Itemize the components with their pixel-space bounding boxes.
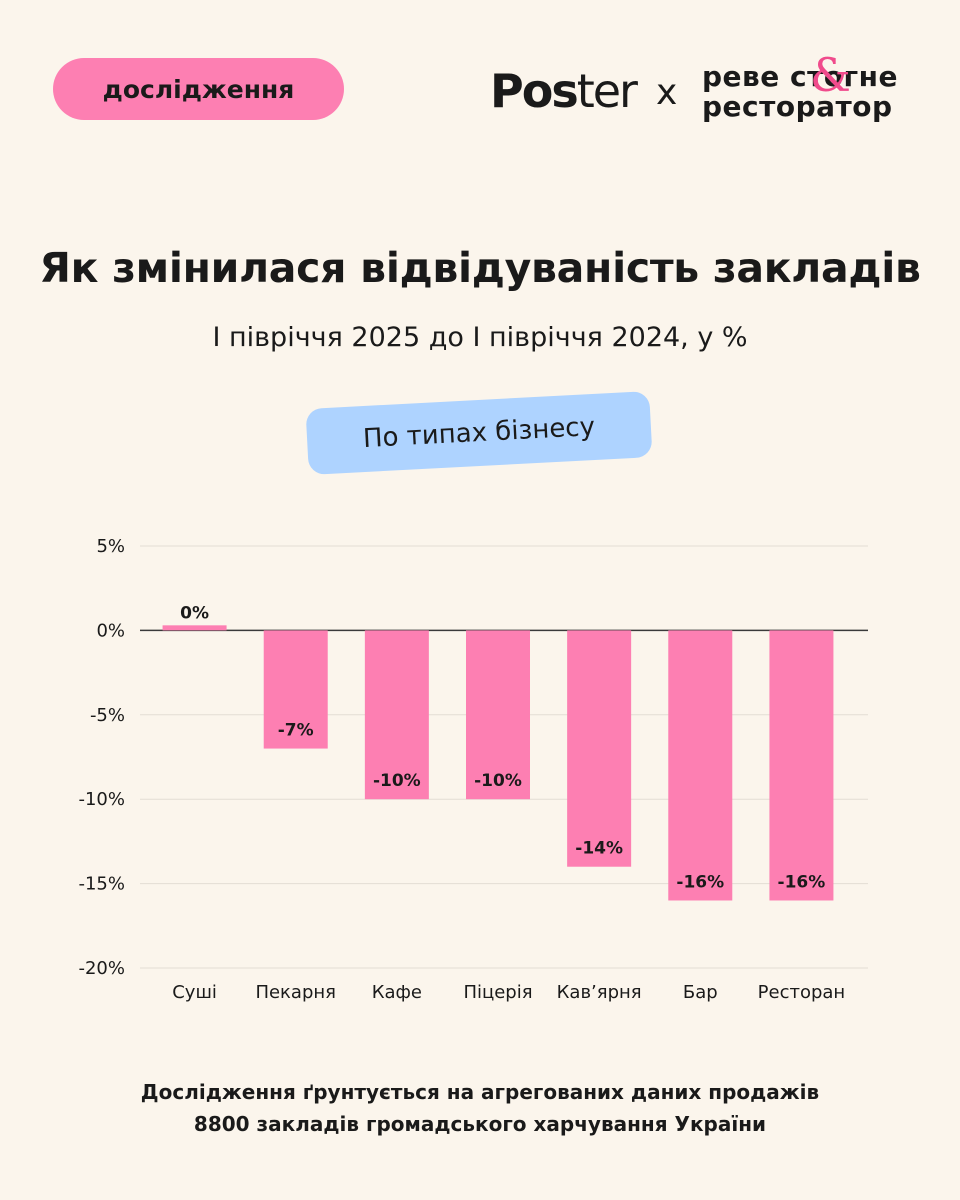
x-tick-label: Піцерія: [463, 982, 532, 1003]
y-tick-label: 0%: [96, 620, 125, 641]
data-label: -16%: [676, 872, 724, 892]
data-label: -16%: [778, 872, 826, 892]
y-tick-label: 5%: [96, 536, 125, 557]
footer-line-1: Дослідження ґрунтується на агрегованих д…: [140, 1080, 820, 1104]
bar: [466, 630, 530, 800]
bar: [162, 625, 227, 631]
data-label: -10%: [373, 771, 421, 791]
poster-logo-bold: Pos: [490, 64, 579, 118]
y-tick-label: -15%: [78, 874, 125, 895]
data-label: 0%: [180, 603, 209, 623]
research-tag-label: дослідження: [102, 74, 295, 104]
page-subtitle: І півріччя 2025 до І півріччя 2024, у %: [212, 322, 748, 353]
poster-logo: Poster: [490, 64, 638, 118]
partner-logo-ampersand: &: [810, 48, 851, 102]
x-tick-label: Кав’ярня: [557, 982, 642, 1003]
footer-line-2: 8800 закладів громадського харчування Ук…: [193, 1112, 767, 1136]
x-tick-label: Ресторан: [758, 982, 846, 1003]
data-label: -7%: [278, 721, 314, 741]
bar: [364, 630, 429, 800]
partner-logos: Poster x реве стогне ресторатор &: [490, 48, 920, 132]
x-tick-label: Бар: [683, 982, 718, 1003]
partner-logo: реве стогне ресторатор: [702, 62, 898, 122]
footer-note: Дослідження ґрунтується на агрегованих д…: [0, 1076, 960, 1140]
partner-logo-line1: реве стогне: [702, 60, 899, 93]
y-tick-label: -5%: [90, 705, 125, 726]
data-label: -14%: [575, 839, 623, 859]
data-label: -10%: [474, 771, 522, 791]
partner-logo-line2: ресторатор: [702, 90, 893, 123]
logo-separator: x: [656, 72, 678, 113]
bar: [769, 630, 834, 901]
page-title: Як змінилася відвідуваність закладів: [39, 244, 921, 292]
y-tick-label: -20%: [78, 958, 125, 979]
research-tag: дослідження: [53, 58, 344, 120]
y-tick-label: -10%: [78, 789, 125, 810]
bar: [263, 630, 328, 749]
x-tick-label: Кафе: [372, 982, 422, 1003]
poster-logo-light: ter: [576, 64, 638, 118]
bar: [567, 630, 632, 867]
x-tick-label: Пекарня: [255, 982, 336, 1003]
x-tick-label: Суші: [172, 982, 217, 1003]
bar: [668, 630, 733, 901]
